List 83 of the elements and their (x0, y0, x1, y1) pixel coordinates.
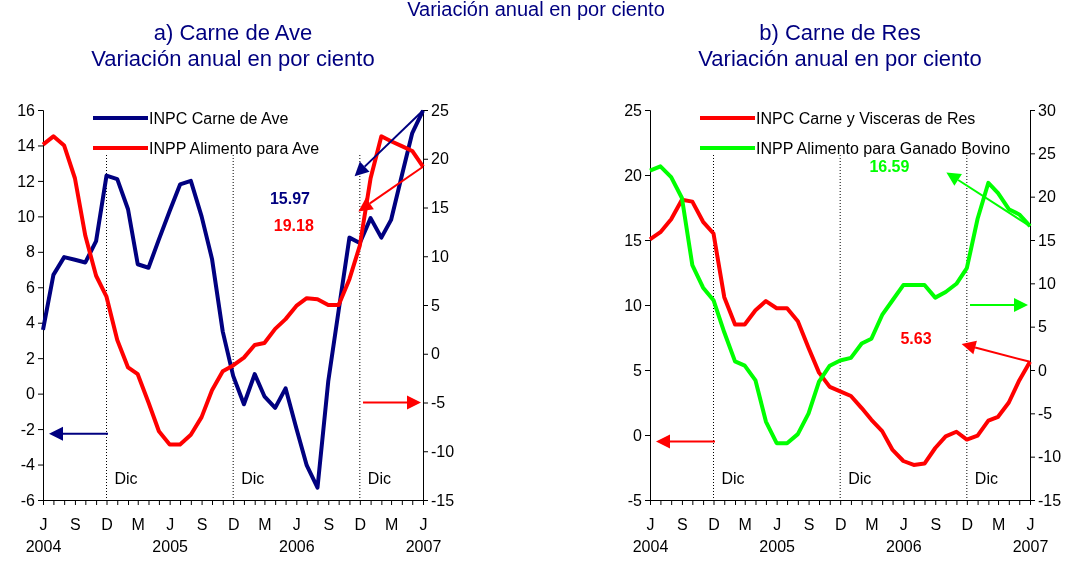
y-tick-label: 2 (26, 349, 36, 367)
annotation: 19.18 (273, 216, 314, 234)
y-tick-label: 25 (624, 101, 643, 119)
y-tick-label: 14 (17, 137, 36, 155)
x-tick-label: S (930, 516, 942, 533)
text: Variación anual en por ciento (407, 0, 665, 20)
x-tick-label: S (803, 516, 815, 533)
legend-label: INPP Alimento para Ave (149, 140, 320, 157)
x-tick-label: S (70, 516, 81, 533)
x-tick-label: M (738, 516, 752, 533)
y2-tick-label: 5 (431, 296, 440, 314)
x-tick-label: J 2005 (759, 516, 796, 555)
y2-tick-label: 10 (1038, 274, 1056, 292)
y-tick-label: 0 (26, 385, 36, 403)
annotation: 16.59 (869, 158, 910, 176)
x-tick-label: D (227, 516, 240, 533)
y-tick-label: 10 (17, 207, 36, 225)
chart-title: b) Carne de Res (759, 20, 921, 45)
chart-title: a) Carne de Ave (153, 20, 313, 45)
y-tick-label: 5 (633, 361, 643, 379)
y-tick-label: 12 (17, 172, 36, 190)
x-tick-label: S (196, 516, 208, 533)
x-tick-label: M (384, 516, 399, 533)
x-tick-label: M (258, 516, 272, 533)
ref-line-label: Dic (114, 470, 138, 487)
x-tick-label: D (961, 516, 974, 533)
y-tick-label: -5 (627, 491, 643, 509)
y-tick-label: 10 (624, 296, 643, 314)
x-tick-label: D (354, 516, 367, 533)
x-tick-label: S (323, 516, 335, 533)
y2-tick-label: 10 (431, 247, 449, 265)
y2-tick-label: -10 (431, 442, 455, 460)
y2-tick-label: 20 (1038, 188, 1056, 206)
y2-tick-label: 25 (431, 101, 449, 119)
y2-tick-label: 5 (1038, 318, 1047, 336)
legend-label: INPP Alimento para Ganado Bovino (756, 140, 1011, 157)
y2-tick-label: -5 (1038, 404, 1053, 422)
x-tick-label: M (991, 516, 1006, 533)
x-tick-label: J 2005 (152, 516, 189, 555)
y-tick-label: -2 (20, 420, 36, 438)
y2-tick-label: -15 (431, 491, 455, 509)
y2-tick-label: 0 (431, 345, 440, 363)
x-tick-label: S (677, 516, 688, 533)
ref-line-label: Dic (721, 470, 745, 487)
legend-label: INPC Carne y Visceras de Res (756, 110, 976, 127)
x-tick-label: J 2006 (886, 516, 922, 555)
ref-line-label: Dic (241, 470, 265, 487)
ref-line-label: Dic (848, 470, 872, 487)
y2-tick-label: 15 (431, 199, 449, 217)
x-tick-label: J 2004 (25, 516, 62, 555)
y-tick-label: 4 (26, 314, 36, 332)
annotation: 5.63 (900, 330, 932, 347)
legend-label: INPC Carne de Ave (149, 110, 289, 127)
y2-tick-label: 25 (1038, 144, 1056, 162)
y2-tick-label: -10 (1038, 448, 1062, 466)
x-tick-label: D (708, 516, 720, 533)
chart-subtitle: Variación anual en por ciento (91, 46, 375, 71)
x-tick-label: J 2007 (405, 516, 442, 555)
y-tick-label: 0 (633, 426, 643, 444)
y-tick-label: 20 (624, 166, 643, 184)
y-tick-label: 6 (26, 278, 36, 296)
y2-tick-label: 30 (1038, 101, 1056, 119)
y-tick-label: 16 (17, 101, 36, 119)
ref-line-label: Dic (367, 470, 391, 487)
x-tick-label: D (834, 516, 847, 533)
x-tick-label: D (101, 516, 113, 533)
y-tick-label: -4 (20, 456, 36, 474)
y2-tick-label: -5 (431, 394, 446, 412)
y2-tick-label: 15 (1038, 231, 1056, 249)
y2-tick-label: 0 (1038, 361, 1047, 379)
y-tick-label: 15 (624, 231, 643, 249)
x-tick-label: J 2004 (632, 516, 669, 555)
x-tick-label: M (131, 516, 145, 533)
y2-tick-label: 20 (431, 150, 449, 168)
annotation: 15.97 (269, 189, 311, 207)
x-tick-label: M (865, 516, 879, 533)
chart-subtitle: Variación anual en por ciento (698, 46, 982, 71)
x-tick-label: J 2007 (1012, 516, 1049, 555)
ref-line-label: Dic (974, 470, 998, 487)
y2-tick-label: -15 (1038, 491, 1062, 509)
x-tick-label: J 2006 (279, 516, 315, 555)
y-tick-label: 8 (26, 243, 36, 261)
y-tick-label: -6 (20, 491, 36, 509)
